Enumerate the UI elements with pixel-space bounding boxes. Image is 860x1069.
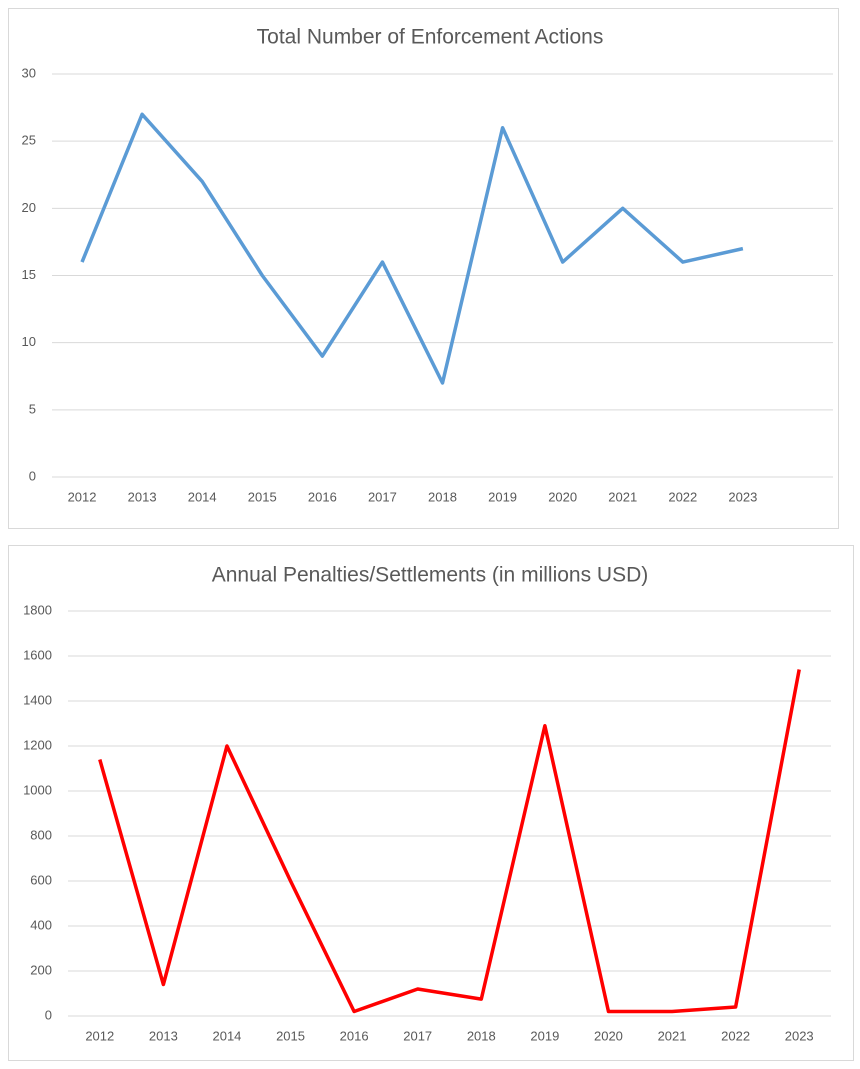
chart-frame <box>8 545 854 1061</box>
data-line <box>98 669 801 1014</box>
x-tick-label: 2014 <box>212 1028 241 1043</box>
y-tick-label: 0 <box>45 1007 52 1022</box>
y-tick-label: 800 <box>30 827 52 842</box>
x-tick-label: 2021 <box>608 489 637 504</box>
y-tick-label: 1000 <box>23 782 52 797</box>
x-tick-label: 2017 <box>403 1028 432 1043</box>
x-tick-label: 2023 <box>728 489 757 504</box>
x-tick-label: 2017 <box>368 489 397 504</box>
y-tick-label: 1800 <box>23 602 52 617</box>
x-tick-label: 2016 <box>340 1028 369 1043</box>
y-tick-label: 1400 <box>23 692 52 707</box>
y-tick-label: 10 <box>22 334 36 349</box>
x-tick-label: 2023 <box>785 1028 814 1043</box>
x-tick-label: 2018 <box>428 489 457 504</box>
x-tick-label: 2015 <box>276 1028 305 1043</box>
chart-title: Annual Penalties/Settlements (in million… <box>212 564 649 587</box>
x-tick-label: 2013 <box>128 489 157 504</box>
data-line <box>80 112 744 385</box>
x-tick-label: 2016 <box>308 489 337 504</box>
x-tick-label: 2014 <box>188 489 217 504</box>
x-tick-label: 2020 <box>594 1028 623 1043</box>
x-tick-label: 2021 <box>658 1028 687 1043</box>
x-tick-label: 2012 <box>85 1028 114 1043</box>
y-tick-label: 1600 <box>23 647 52 662</box>
x-tick-label: 2019 <box>488 489 517 504</box>
x-tick-label: 2019 <box>530 1028 559 1043</box>
x-tick-label: 2022 <box>721 1028 750 1043</box>
y-tick-label: 0 <box>29 468 36 483</box>
y-tick-label: 25 <box>22 133 36 148</box>
y-tick-label: 600 <box>30 872 52 887</box>
y-tick-label: 20 <box>22 200 36 215</box>
x-tick-label: 2013 <box>149 1028 178 1043</box>
x-tick-label: 2022 <box>668 489 697 504</box>
y-tick-label: 5 <box>29 401 36 416</box>
y-tick-label: 1200 <box>23 737 52 752</box>
x-tick-label: 2015 <box>248 489 277 504</box>
x-tick-label: 2020 <box>548 489 577 504</box>
x-tick-label: 2018 <box>467 1028 496 1043</box>
y-tick-label: 400 <box>30 917 52 932</box>
chart-frame <box>8 8 839 529</box>
y-tick-label: 200 <box>30 962 52 977</box>
y-tick-label: 15 <box>22 267 36 282</box>
chart-title: Total Number of Enforcement Actions <box>257 26 604 49</box>
y-tick-label: 30 <box>22 65 36 80</box>
x-tick-label: 2012 <box>68 489 97 504</box>
